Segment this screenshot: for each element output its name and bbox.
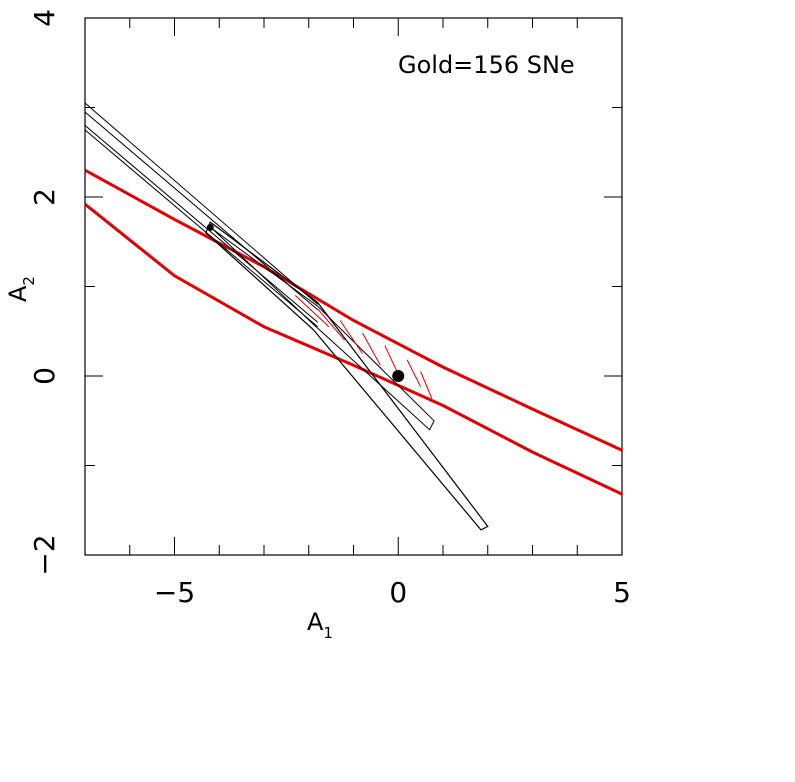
plot-frame (84, 17, 623, 556)
data-point (206, 223, 214, 231)
hatch-line (362, 332, 381, 366)
y-tick-label: −2 (28, 534, 61, 575)
hatch-line (420, 371, 433, 399)
y-tick-label: 4 (28, 9, 61, 27)
red-band-upper (84, 168, 623, 452)
contour-line (84, 129, 319, 328)
gold-annotation: Gold=156 SNe (398, 51, 575, 79)
black-contours (84, 102, 489, 531)
best-fit-points (206, 223, 405, 382)
x-axis-subscript: 1 (323, 624, 333, 642)
red-band-lower (84, 203, 623, 496)
contour-line (84, 125, 319, 323)
y-axis-title: A2 (4, 276, 38, 302)
x-tick-label: 0 (389, 576, 407, 609)
hatch-line (339, 320, 363, 354)
contour-inner (209, 226, 435, 431)
y-axis-letter: A (4, 285, 32, 302)
x-axis-letter: A (307, 608, 324, 636)
hatch-region (294, 295, 433, 399)
y-tick-label: 2 (28, 188, 61, 206)
contour-line (84, 111, 319, 311)
y-tick-label: 0 (28, 367, 61, 385)
x-tick-label: 5 (613, 576, 631, 609)
x-axis-title: A1 (307, 608, 333, 642)
hatch-line (406, 359, 422, 387)
hatch-line (384, 345, 399, 375)
axis-ticks (85, 18, 622, 555)
data-point (392, 370, 405, 382)
hatch-line (317, 308, 345, 341)
contour-outer (205, 221, 489, 531)
tick-labels: −5 0 5 −2 0 2 4 (28, 9, 631, 609)
y-axis-subscript: 2 (20, 276, 38, 286)
hatch-line (294, 295, 330, 328)
contour-line (84, 102, 319, 305)
x-tick-label: −5 (154, 576, 195, 609)
red-confidence-band (84, 168, 623, 496)
